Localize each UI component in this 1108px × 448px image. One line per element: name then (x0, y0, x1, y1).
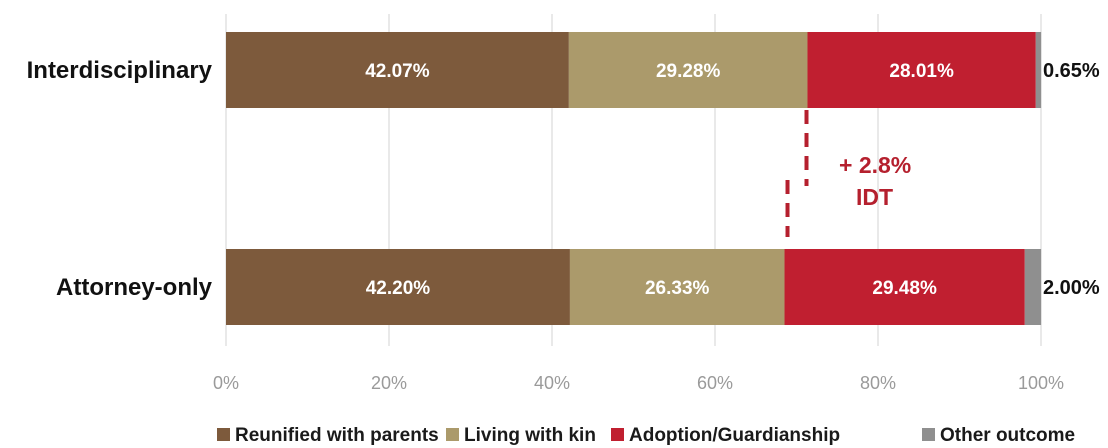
x-tick-label: 100% (1018, 373, 1064, 393)
legend-label-living-with-kin: Living with kin (464, 425, 596, 446)
data-label-attorney-only-living-with-kin: 26.33% (645, 278, 710, 299)
legend-swatch-reunified-with-parents (217, 428, 230, 441)
annotation: + 2.8% IDT (785, 110, 911, 237)
x-tick-label: 20% (371, 373, 407, 393)
legend-swatch-adoption-guardianship (611, 428, 624, 441)
bar-interdisciplinary-living-with-kin (568, 32, 808, 108)
x-axis-ticks: 0% 20% 40% 60% 80% 100% (213, 373, 1064, 393)
bar-attorney-only-reunified-with-parents (226, 249, 570, 325)
legend-swatch-other-outcome (922, 428, 935, 441)
bar-attorney-only-living-with-kin (569, 249, 785, 325)
bar-interdisciplinary-adoption-guardianship (807, 32, 1036, 108)
category-label-interdisciplinary: Interdisciplinary (27, 57, 213, 84)
data-label-attorney-only-other-outcome: 2.00% (1043, 277, 1100, 299)
data-label-attorney-only-adoption-guardianship: 29.48% (872, 278, 937, 299)
bars: Interdisciplinary 42.07% 29.28% 28.01% 0.65%… (27, 32, 1100, 325)
x-tick-label: 40% (534, 373, 570, 393)
legend-label-reunified-with-parents: Reunified with parents (235, 425, 439, 446)
x-tick-label: 0% (213, 373, 239, 393)
legend-swatch-living-with-kin (446, 428, 459, 441)
data-label-interdisciplinary-adoption-guardianship: 28.01% (889, 61, 954, 82)
x-tick-label: 80% (860, 373, 896, 393)
annotation-line-2: IDT (856, 184, 893, 210)
category-label-attorney-only: Attorney-only (56, 274, 213, 301)
annotation-line-1: + 2.8% (839, 152, 911, 178)
legend: Reunified with parents Living with kin Ado… (217, 425, 1075, 446)
x-tick-label: 60% (697, 373, 733, 393)
data-label-interdisciplinary-reunified-with-parents: 42.07% (365, 61, 430, 82)
data-label-interdisciplinary-living-with-kin: 29.28% (656, 61, 721, 82)
data-label-interdisciplinary-other-outcome: 0.65% (1043, 60, 1100, 82)
bar-attorney-only-adoption-guardianship (784, 249, 1025, 325)
bar-attorney-only-other-outcome (1024, 249, 1042, 325)
legend-label-other-outcome: Other outcome (940, 425, 1075, 446)
legend-label-adoption-guardianship: Adoption/Guardianship (629, 425, 840, 446)
bar-interdisciplinary-other-outcome (1035, 32, 1042, 108)
bar-interdisciplinary-reunified-with-parents (226, 32, 569, 108)
data-label-attorney-only-reunified-with-parents: 42.20% (366, 278, 431, 299)
